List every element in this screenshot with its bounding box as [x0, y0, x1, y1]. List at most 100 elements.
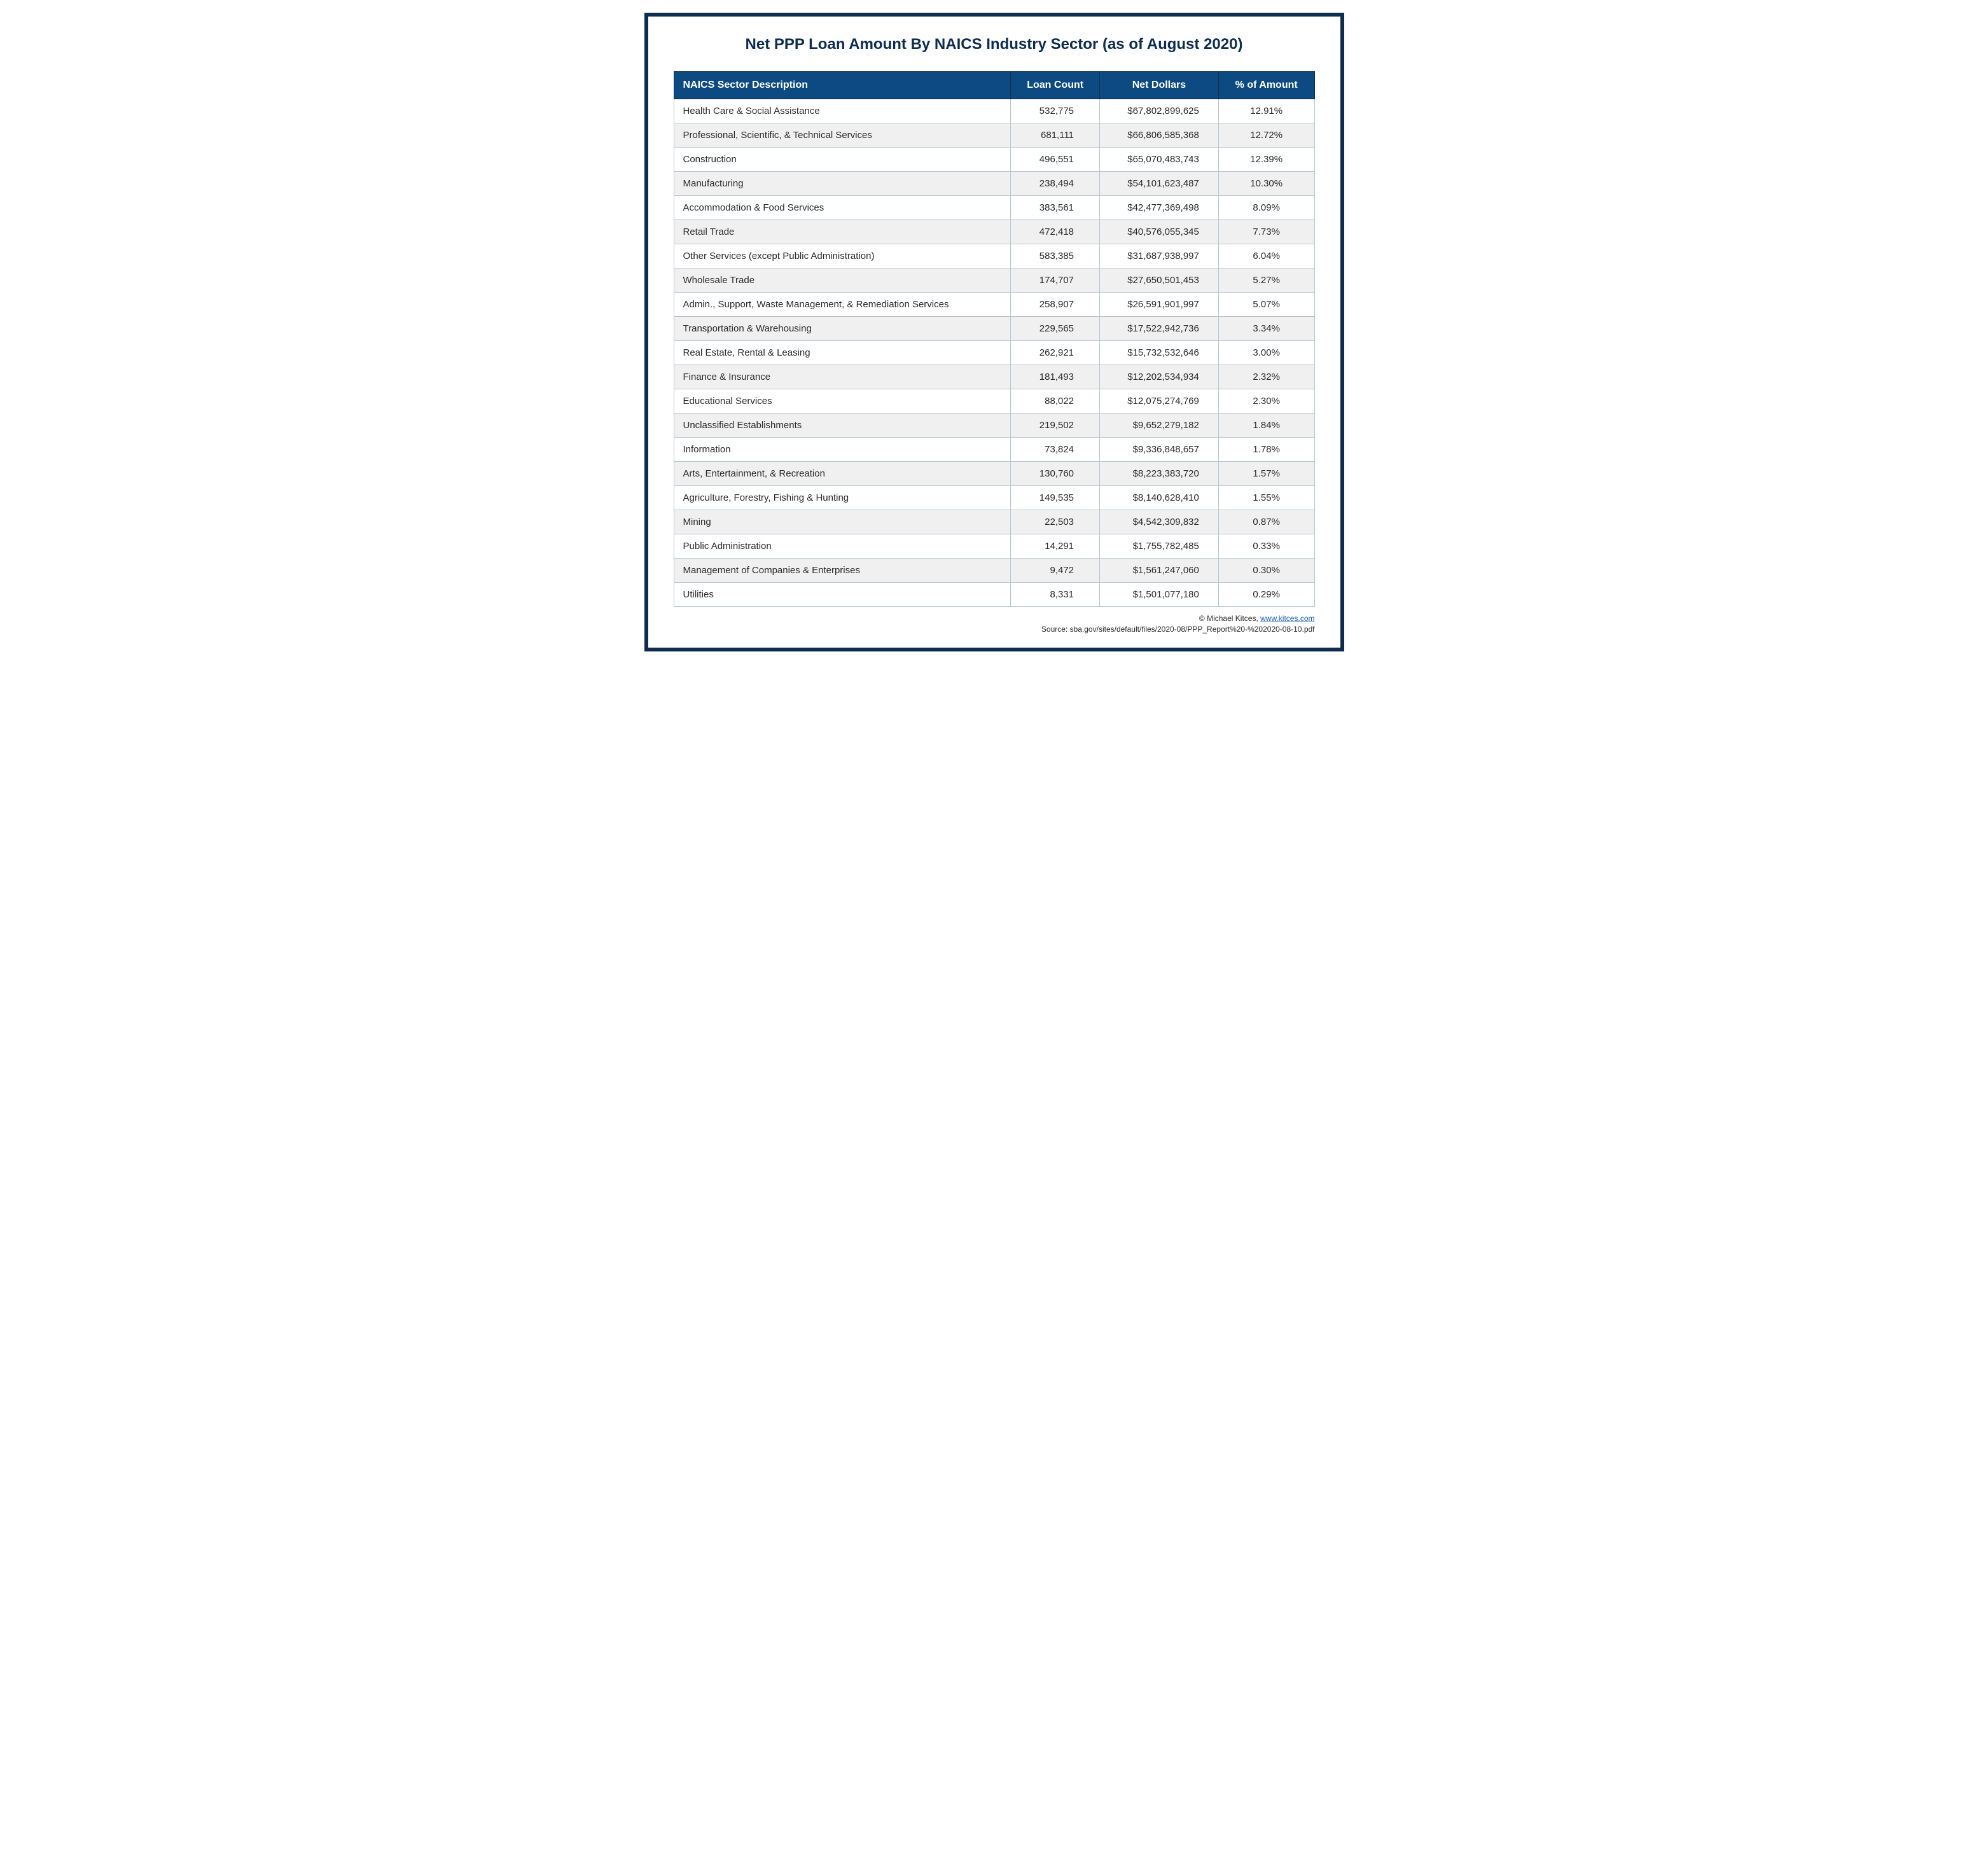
ppp-table: NAICS Sector Description Loan Count Net …	[674, 71, 1315, 607]
cell-dollars: $1,561,247,060	[1100, 559, 1219, 583]
cell-desc: Manufacturing	[674, 172, 1011, 196]
cell-dollars: $1,755,782,485	[1100, 534, 1219, 559]
table-row: Transportation & Warehousing229,565$17,5…	[674, 317, 1314, 341]
cell-loan: 229,565	[1011, 317, 1100, 341]
table-row: Finance & Insurance181,493$12,202,534,93…	[674, 365, 1314, 389]
cell-pct: 12.39%	[1218, 148, 1314, 172]
cell-desc: Agriculture, Forestry, Fishing & Hunting	[674, 486, 1011, 510]
credit-prefix: © Michael Kitces,	[1199, 614, 1260, 623]
table-row: Public Administration14,291$1,755,782,48…	[674, 534, 1314, 559]
cell-desc: Mining	[674, 510, 1011, 534]
footer: © Michael Kitces, www.kitces.com Source:…	[674, 613, 1315, 635]
cell-desc: Public Administration	[674, 534, 1011, 559]
table-row: Educational Services88,022$12,075,274,76…	[674, 389, 1314, 414]
cell-loan: 174,707	[1011, 268, 1100, 293]
cell-loan: 532,775	[1011, 99, 1100, 123]
cell-loan: 496,551	[1011, 148, 1100, 172]
cell-pct: 0.87%	[1218, 510, 1314, 534]
col-desc: NAICS Sector Description	[674, 72, 1011, 99]
cell-loan: 8,331	[1011, 583, 1100, 607]
table-row: Health Care & Social Assistance532,775$6…	[674, 99, 1314, 123]
cell-dollars: $65,070,483,743	[1100, 148, 1219, 172]
table-header-row: NAICS Sector Description Loan Count Net …	[674, 72, 1314, 99]
cell-dollars: $40,576,055,345	[1100, 220, 1219, 244]
table-row: Management of Companies & Enterprises9,4…	[674, 559, 1314, 583]
cell-dollars: $9,336,848,657	[1100, 438, 1219, 462]
cell-desc: Health Care & Social Assistance	[674, 99, 1011, 123]
cell-loan: 73,824	[1011, 438, 1100, 462]
cell-pct: 12.91%	[1218, 99, 1314, 123]
table-row: Mining22,503$4,542,309,8320.87%	[674, 510, 1314, 534]
cell-desc: Wholesale Trade	[674, 268, 1011, 293]
table-row: Wholesale Trade174,707$27,650,501,4535.2…	[674, 268, 1314, 293]
cell-pct: 5.07%	[1218, 293, 1314, 317]
cell-loan: 219,502	[1011, 414, 1100, 438]
table-row: Other Services (except Public Administra…	[674, 244, 1314, 268]
table-row: Arts, Entertainment, & Recreation130,760…	[674, 462, 1314, 486]
cell-loan: 383,561	[1011, 196, 1100, 220]
page-title: Net PPP Loan Amount By NAICS Industry Se…	[674, 36, 1315, 53]
cell-loan: 258,907	[1011, 293, 1100, 317]
cell-dollars: $42,477,369,498	[1100, 196, 1219, 220]
cell-pct: 0.33%	[1218, 534, 1314, 559]
cell-dollars: $27,650,501,453	[1100, 268, 1219, 293]
cell-desc: Arts, Entertainment, & Recreation	[674, 462, 1011, 486]
cell-dollars: $8,223,383,720	[1100, 462, 1219, 486]
cell-dollars: $8,140,628,410	[1100, 486, 1219, 510]
cell-desc: Other Services (except Public Administra…	[674, 244, 1011, 268]
cell-pct: 8.09%	[1218, 196, 1314, 220]
source-line: Source: sba.gov/sites/default/files/2020…	[674, 624, 1315, 635]
cell-dollars: $66,806,585,368	[1100, 123, 1219, 148]
table-row: Construction496,551$65,070,483,74312.39%	[674, 148, 1314, 172]
cell-pct: 3.34%	[1218, 317, 1314, 341]
cell-loan: 238,494	[1011, 172, 1100, 196]
cell-desc: Utilities	[674, 583, 1011, 607]
cell-desc: Accommodation & Food Services	[674, 196, 1011, 220]
table-row: Manufacturing238,494$54,101,623,48710.30…	[674, 172, 1314, 196]
cell-loan: 130,760	[1011, 462, 1100, 486]
cell-pct: 3.00%	[1218, 341, 1314, 365]
cell-dollars: $54,101,623,487	[1100, 172, 1219, 196]
cell-dollars: $1,501,077,180	[1100, 583, 1219, 607]
credit-link[interactable]: www.kitces.com	[1260, 614, 1314, 623]
cell-desc: Professional, Scientific, & Technical Se…	[674, 123, 1011, 148]
cell-desc: Construction	[674, 148, 1011, 172]
table-row: Agriculture, Forestry, Fishing & Hunting…	[674, 486, 1314, 510]
cell-loan: 9,472	[1011, 559, 1100, 583]
cell-desc: Retail Trade	[674, 220, 1011, 244]
table-row: Utilities8,331$1,501,077,1800.29%	[674, 583, 1314, 607]
cell-loan: 22,503	[1011, 510, 1100, 534]
cell-pct: 5.27%	[1218, 268, 1314, 293]
cell-pct: 12.72%	[1218, 123, 1314, 148]
cell-pct: 0.30%	[1218, 559, 1314, 583]
cell-desc: Information	[674, 438, 1011, 462]
cell-pct: 1.55%	[1218, 486, 1314, 510]
cell-pct: 2.30%	[1218, 389, 1314, 414]
cell-loan: 14,291	[1011, 534, 1100, 559]
cell-desc: Unclassified Establishments	[674, 414, 1011, 438]
table-row: Unclassified Establishments219,502$9,652…	[674, 414, 1314, 438]
table-row: Professional, Scientific, & Technical Se…	[674, 123, 1314, 148]
cell-pct: 10.30%	[1218, 172, 1314, 196]
cell-loan: 262,921	[1011, 341, 1100, 365]
cell-dollars: $31,687,938,997	[1100, 244, 1219, 268]
cell-dollars: $9,652,279,182	[1100, 414, 1219, 438]
table-row: Real Estate, Rental & Leasing262,921$15,…	[674, 341, 1314, 365]
table-row: Accommodation & Food Services383,561$42,…	[674, 196, 1314, 220]
cell-loan: 181,493	[1011, 365, 1100, 389]
col-loan: Loan Count	[1011, 72, 1100, 99]
cell-dollars: $12,202,534,934	[1100, 365, 1219, 389]
cell-desc: Transportation & Warehousing	[674, 317, 1011, 341]
table-row: Retail Trade472,418$40,576,055,3457.73%	[674, 220, 1314, 244]
table-frame: Net PPP Loan Amount By NAICS Industry Se…	[644, 13, 1344, 651]
cell-dollars: $15,732,532,646	[1100, 341, 1219, 365]
cell-dollars: $12,075,274,769	[1100, 389, 1219, 414]
cell-loan: 88,022	[1011, 389, 1100, 414]
cell-desc: Real Estate, Rental & Leasing	[674, 341, 1011, 365]
col-pct: % of Amount	[1218, 72, 1314, 99]
cell-dollars: $4,542,309,832	[1100, 510, 1219, 534]
cell-desc: Management of Companies & Enterprises	[674, 559, 1011, 583]
cell-pct: 1.84%	[1218, 414, 1314, 438]
cell-loan: 583,385	[1011, 244, 1100, 268]
cell-pct: 6.04%	[1218, 244, 1314, 268]
